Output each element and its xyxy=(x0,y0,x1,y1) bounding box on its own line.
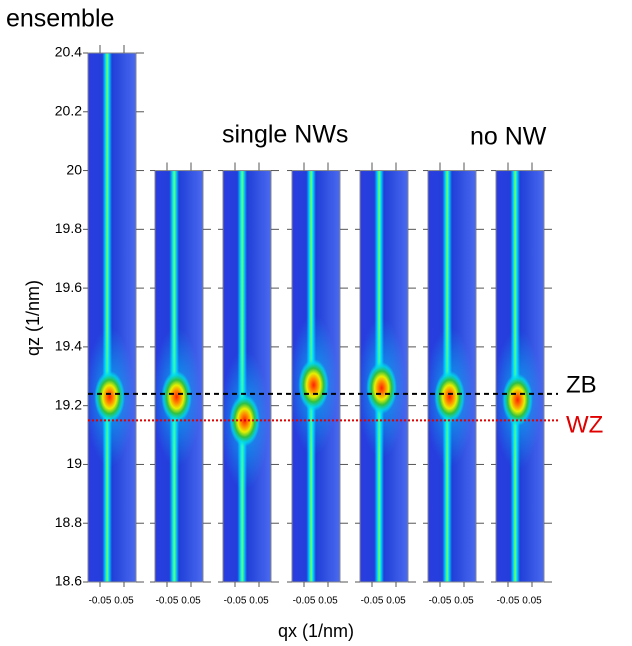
y-tick-label: 18.8 xyxy=(55,514,82,530)
x-tick-label: -0.05 xyxy=(497,596,520,607)
x-tick-label: 0.05 xyxy=(181,596,201,607)
y-tick-label: 19.4 xyxy=(55,338,82,354)
group-label: no NW xyxy=(470,123,547,151)
x-tick-label: -0.05 xyxy=(361,596,384,607)
reference-label: ZB xyxy=(566,371,597,398)
y-tick-label: 20 xyxy=(66,161,82,177)
panel-frame xyxy=(154,170,204,583)
y-tick-label: 19.6 xyxy=(55,279,82,295)
peak xyxy=(94,370,125,423)
x-tick-label: 0.05 xyxy=(522,596,542,607)
x-tick-label: 0.05 xyxy=(386,596,406,607)
peak xyxy=(161,370,192,423)
x-tick-label: -0.05 xyxy=(224,596,247,607)
peak xyxy=(434,370,465,423)
y-tick-label: 19 xyxy=(66,455,82,471)
x-tick-label: 0.05 xyxy=(454,596,474,607)
peak xyxy=(366,362,397,415)
panel-frame xyxy=(495,170,545,583)
y-tick-label: 18.6 xyxy=(55,573,82,589)
x-tick-label: 0.05 xyxy=(318,596,338,607)
y-tick-label: 19.2 xyxy=(55,396,82,412)
x-tick-label: 0.05 xyxy=(114,596,134,607)
x-tick-label: -0.05 xyxy=(429,596,452,607)
panel-frame xyxy=(222,170,272,583)
x-axis-label: qx (1/nm) xyxy=(278,621,354,641)
panel-frame xyxy=(291,170,341,583)
x-tick-label: -0.05 xyxy=(293,596,316,607)
peak xyxy=(502,373,533,426)
panel-frame xyxy=(87,52,137,583)
group-label: ensemble xyxy=(6,5,114,33)
y-tick-label: 20.4 xyxy=(55,44,82,60)
x-tick-label: -0.05 xyxy=(156,596,179,607)
streak xyxy=(102,53,112,582)
x-tick-label: 0.05 xyxy=(249,596,269,607)
peak xyxy=(298,359,329,412)
y-tick-label: 20.2 xyxy=(55,102,82,118)
panel-frame xyxy=(359,170,409,583)
panel-frame xyxy=(427,170,477,583)
y-tick-label: 19.8 xyxy=(55,220,82,236)
group-label: single NWs xyxy=(222,121,348,149)
x-tick-label: -0.05 xyxy=(89,596,112,607)
reference-label: WZ xyxy=(566,412,603,439)
y-axis-label: qz (1/nm) xyxy=(23,280,43,356)
